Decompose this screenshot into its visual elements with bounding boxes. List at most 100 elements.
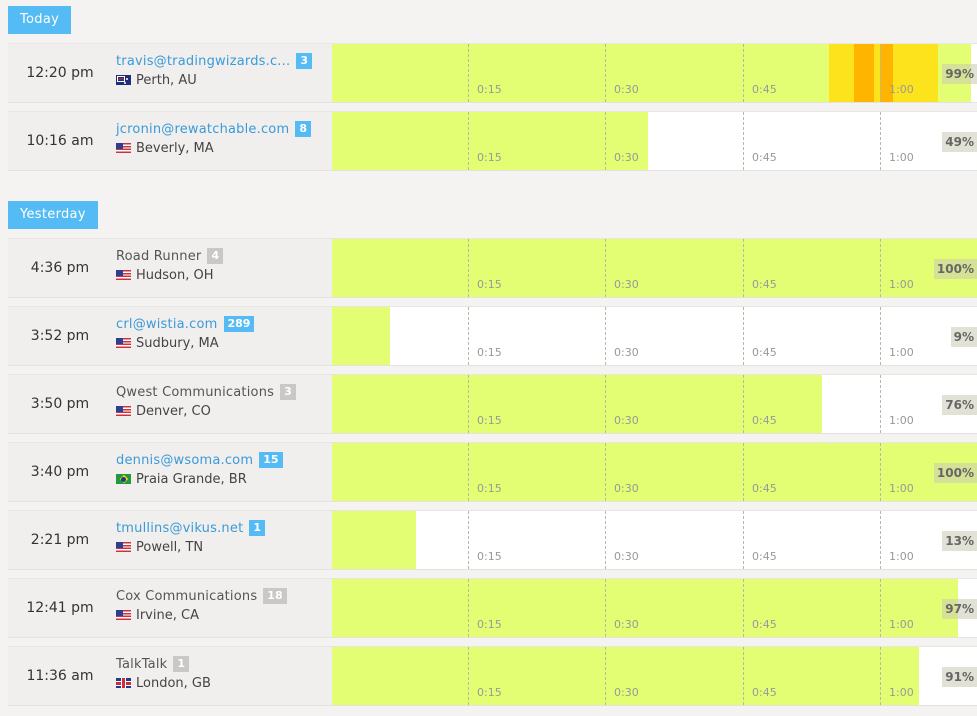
watch-progress-track[interactable]: 0:15 0:30 0:45 1:00 100%: [332, 239, 977, 297]
gridline: [468, 112, 469, 170]
flag-br-icon: [116, 474, 131, 484]
session-row[interactable]: 3:40 pm dennis@wsoma.com 15 Praia Grande,…: [8, 442, 977, 502]
flag-us-icon: [116, 143, 131, 153]
viewer-location: Praia Grande, BR: [136, 472, 247, 487]
gridline: [743, 112, 744, 170]
watch-progress-fill: [332, 443, 977, 501]
session-count-badge[interactable]: 1: [173, 656, 190, 672]
session-row[interactable]: 3:52 pm crl@wistia.com 289 Sudbury, MA: [8, 306, 977, 366]
gridline: [880, 375, 881, 433]
session-row[interactable]: 12:20 pm travis@tradingwizards.c... 3 Per…: [8, 43, 977, 103]
watch-progress-track[interactable]: 0:15 0:30 0:45 1:00 97%: [332, 579, 977, 637]
viewer-name[interactable]: crl@wistia.com: [116, 317, 218, 332]
session-count-badge[interactable]: 18: [263, 588, 287, 604]
tick-label: 1:00: [889, 346, 914, 359]
gridline: [743, 579, 744, 637]
gridline: [468, 647, 469, 705]
session-time: 3:50 pm: [30, 396, 90, 412]
gridline: [468, 307, 469, 365]
flag-us-icon: [116, 338, 131, 348]
viewer-info: 10:16 am jcronin@rewatchable.com 8 Beverl…: [8, 112, 332, 170]
session-row[interactable]: 10:16 am jcronin@rewatchable.com 8 Beverl…: [8, 111, 977, 171]
gridline: [880, 443, 881, 501]
viewer-name[interactable]: tmullins@vikus.net: [116, 521, 244, 536]
watch-percent: 100%: [933, 463, 977, 483]
viewer-details: tmullins@vikus.net 1 Powell, TN: [116, 520, 266, 555]
tick-label: 0:15: [477, 618, 502, 631]
tick-label: 0:15: [477, 151, 502, 164]
tick-label: 0:45: [752, 686, 777, 699]
tick-label: 0:15: [477, 482, 502, 495]
gridline: [468, 44, 469, 102]
viewer-details: TalkTalk 1 London, GB: [116, 656, 211, 691]
watch-percent: 100%: [933, 259, 977, 279]
session-count-badge[interactable]: 1: [249, 520, 266, 536]
session-count-badge[interactable]: 4: [207, 248, 224, 264]
viewer-name[interactable]: dennis@wsoma.com: [116, 453, 254, 468]
session-count-badge[interactable]: 289: [223, 316, 255, 332]
watch-progress-fill: [332, 112, 648, 170]
tick-label: 0:30: [614, 346, 639, 359]
gridline: [468, 375, 469, 433]
viewer-info: 4:36 pm Road Runner 4 Hudson, OH: [8, 239, 332, 297]
session-count-badge[interactable]: 3: [296, 53, 312, 69]
tick-label: 1:00: [889, 686, 914, 699]
gridline: [880, 239, 881, 297]
gridline: [605, 44, 606, 102]
session-row[interactable]: 2:21 pm tmullins@vikus.net 1 Powell, TN: [8, 510, 977, 570]
tick-label: 1:00: [889, 618, 914, 631]
tick-label: 0:15: [477, 550, 502, 563]
watch-progress-track[interactable]: 0:15 0:30 0:45 1:00 99%: [332, 44, 977, 102]
tick-label: 0:45: [752, 346, 777, 359]
watch-progress-track[interactable]: 0:15 0:30 0:45 1:00 13%: [332, 511, 977, 569]
watch-progress-fill: [332, 579, 958, 637]
gridline: [743, 375, 744, 433]
tick-label: 1:00: [889, 278, 914, 291]
gridline: [605, 579, 606, 637]
tick-label: 0:15: [477, 414, 502, 427]
flag-us-icon: [116, 610, 131, 620]
tick-label: 0:15: [477, 83, 502, 96]
viewer-name[interactable]: travis@tradingwizards.c...: [116, 54, 291, 69]
tick-label: 0:45: [752, 618, 777, 631]
session-time: 12:41 pm: [26, 600, 94, 616]
session-count-badge[interactable]: 15: [259, 452, 283, 468]
tick-label: 0:15: [477, 278, 502, 291]
session-row[interactable]: 12:41 pm Cox Communications 18 Irvine, CA: [8, 578, 977, 638]
gridline: [605, 443, 606, 501]
watch-progress-track[interactable]: 0:15 0:30 0:45 1:00 9%: [332, 307, 977, 365]
watch-progress-track[interactable]: 0:15 0:30 0:45 1:00 91%: [332, 647, 977, 705]
section-label-today: Today: [8, 6, 72, 34]
watch-percent: 97%: [942, 599, 977, 619]
tick-label: 0:15: [477, 686, 502, 699]
viewer-info: 2:21 pm tmullins@vikus.net 1 Powell, TN: [8, 511, 332, 569]
watch-progress-track[interactable]: 0:15 0:30 0:45 1:00 100%: [332, 443, 977, 501]
watch-percent: 99%: [942, 64, 977, 84]
heatmap-segment: [880, 44, 894, 102]
session-count-badge[interactable]: 8: [295, 121, 311, 137]
viewer-info: 3:50 pm Qwest Communications 3 Denver, CO: [8, 375, 332, 433]
watch-progress-fill: [332, 239, 977, 297]
session-time: 12:20 pm: [26, 65, 94, 81]
tick-label: 0:30: [614, 151, 639, 164]
tick-label: 0:30: [614, 618, 639, 631]
tick-label: 0:30: [614, 414, 639, 427]
watch-progress-track[interactable]: 0:15 0:30 0:45 1:00 76%: [332, 375, 977, 433]
gridline: [605, 307, 606, 365]
session-row[interactable]: 3:50 pm Qwest Communications 3 Denver, CO: [8, 374, 977, 434]
gridline: [605, 647, 606, 705]
gridline: [468, 239, 469, 297]
session-count-badge[interactable]: 3: [280, 384, 296, 400]
tick-label: 0:30: [614, 482, 639, 495]
session-time: 3:40 pm: [30, 464, 90, 480]
gridline: [880, 307, 881, 365]
gridline: [880, 647, 881, 705]
session-time: 11:36 am: [26, 668, 94, 684]
watch-progress-track[interactable]: 0:15 0:30 0:45 1:00 49%: [332, 112, 977, 170]
session-row[interactable]: 11:36 am TalkTalk 1 London, GB 0:15: [8, 646, 977, 706]
viewer-name[interactable]: jcronin@rewatchable.com: [116, 122, 290, 137]
viewer-details: Qwest Communications 3 Denver, CO: [116, 384, 296, 419]
session-row[interactable]: 4:36 pm Road Runner 4 Hudson, OH 0:15: [8, 238, 977, 298]
gridline: [605, 239, 606, 297]
session-time: 4:36 pm: [30, 260, 90, 276]
